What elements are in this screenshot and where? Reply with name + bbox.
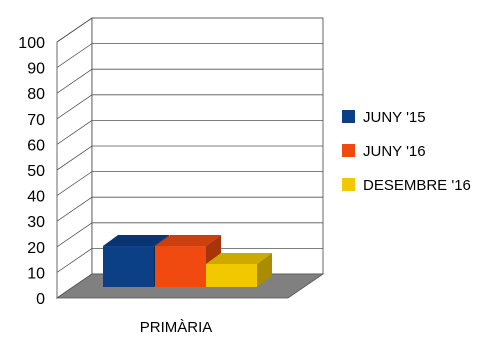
bar-top	[103, 235, 169, 247]
gridline	[56, 120, 323, 145]
bar-top	[155, 235, 221, 247]
bar-front	[103, 246, 154, 287]
legend-swatch	[342, 144, 355, 157]
legend: JUNY '15 JUNY '16 DESEMBRE '16	[342, 109, 471, 194]
y-tick-label: 80	[27, 86, 45, 103]
y-tick-label: 70	[27, 112, 45, 129]
legend-label: DESEMBRE '16	[363, 177, 471, 194]
bar-3	[206, 252, 272, 287]
bars	[103, 235, 272, 287]
bar-side	[257, 252, 272, 287]
gridline	[56, 145, 323, 171]
gridline	[56, 222, 323, 248]
y-tick-label: 40	[27, 189, 45, 206]
bar-front	[206, 263, 257, 287]
y-tick-label: 30	[27, 214, 45, 231]
bar-front	[155, 246, 206, 287]
y-tick-label: 10	[27, 265, 45, 282]
y-tick-label: 90	[27, 61, 45, 78]
legend-swatch	[342, 178, 355, 191]
y-tick-label: 60	[27, 137, 45, 154]
gridline	[56, 94, 323, 120]
gridline	[56, 68, 323, 94]
bar-top	[206, 252, 272, 264]
y-tick-label: 20	[27, 240, 45, 257]
x-category-label: PRIMÀRIA	[140, 319, 213, 336]
y-tick-label: 0	[36, 291, 45, 308]
gridline	[56, 247, 323, 273]
y-tick-label: 50	[27, 163, 45, 180]
y-axis-ticks: 0 10 20 30 40 50 60 70 80 90 100	[18, 35, 45, 308]
gridline	[56, 17, 323, 43]
gridline	[56, 43, 323, 68]
legend-label: JUNY '15	[363, 109, 426, 126]
y-tick-label: 100	[18, 35, 45, 52]
gridline	[56, 196, 323, 222]
legend-label: JUNY '16	[363, 143, 426, 160]
legend-swatch	[342, 110, 355, 123]
gridline	[56, 171, 323, 196]
